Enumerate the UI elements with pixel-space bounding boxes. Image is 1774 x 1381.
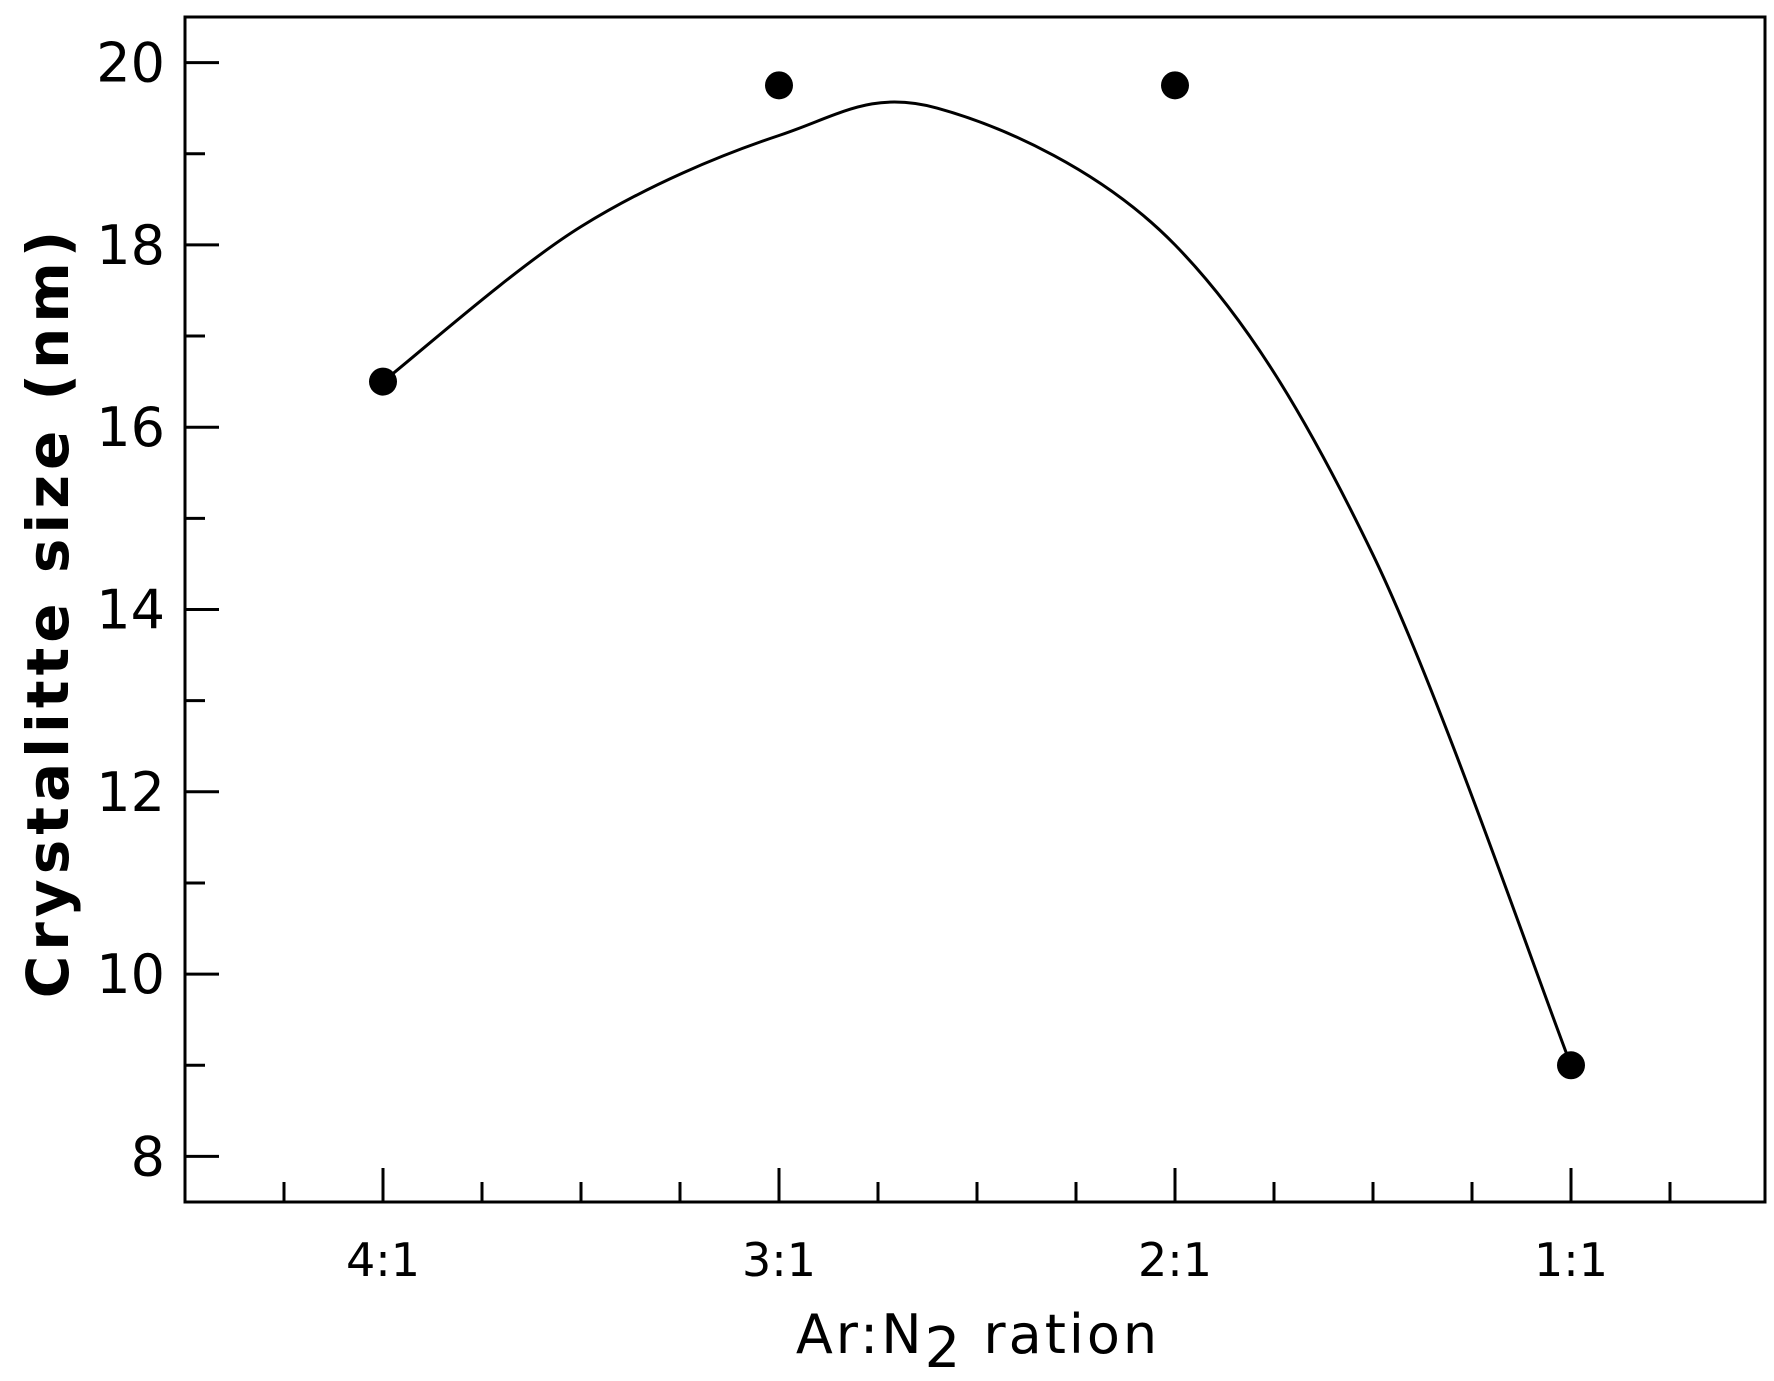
- x-tick-label: 4:1: [346, 1233, 420, 1287]
- y-tick-label: 12: [96, 761, 165, 824]
- data-point: [1161, 71, 1189, 100]
- data-points: [369, 71, 1585, 1080]
- fit-curve: [382, 100, 1573, 1066]
- y-axis-ticks: [185, 61, 219, 1158]
- data-point: [369, 367, 397, 396]
- x-tick-label: 3:1: [742, 1233, 816, 1287]
- x-axis-label-main: Ar:N: [796, 1303, 925, 1366]
- y-tick-label: 18: [96, 214, 165, 277]
- x-axis-label: Ar:N2 ration: [796, 1303, 1160, 1381]
- y-tick-label: 14: [96, 579, 165, 642]
- plot-frame: [183, 15, 1767, 1204]
- data-point: [1557, 1051, 1585, 1080]
- x-tick-label: 1:1: [1534, 1233, 1608, 1287]
- x-axis-label-suffix: ration: [963, 1303, 1160, 1366]
- x-axis-label-subscript: 2: [925, 1316, 964, 1381]
- x-tick-label: 2:1: [1138, 1233, 1212, 1287]
- y-axis-tick-labels: 8 10 12 14 16 18 20: [96, 32, 165, 1189]
- y-tick-label: 16: [96, 396, 165, 459]
- y-tick-label: 8: [131, 1125, 165, 1188]
- data-point: [765, 71, 793, 100]
- y-tick-label: 10: [96, 943, 165, 1006]
- x-axis-ticks: [282, 1168, 1672, 1202]
- y-tick-label: 20: [96, 32, 165, 95]
- y-axis-label: Crystalitte size (nm): [14, 226, 82, 999]
- x-axis-tick-labels: 4:1 3:1 2:1 1:1: [346, 1233, 1608, 1287]
